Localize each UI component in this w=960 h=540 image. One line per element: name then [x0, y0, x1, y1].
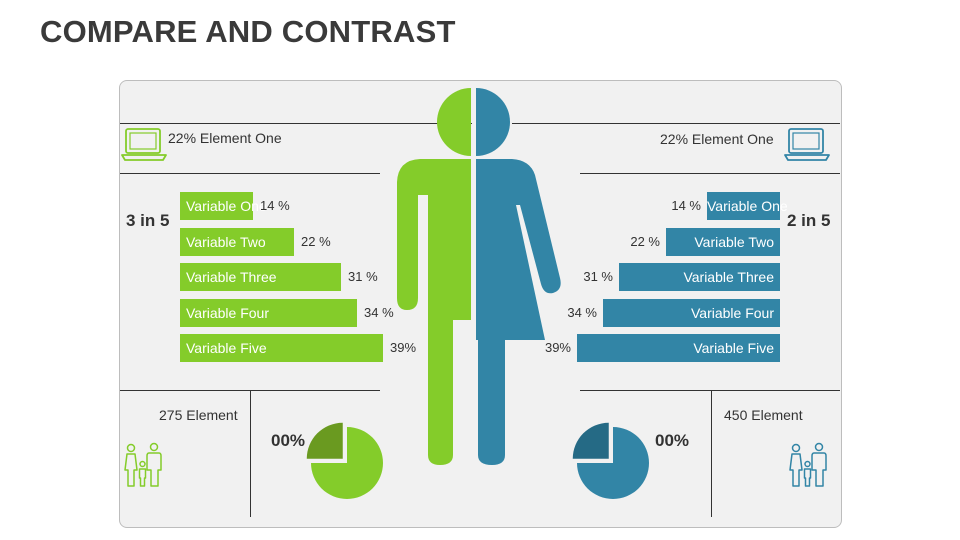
bar-value-label: 31 %	[583, 269, 613, 284]
bar-variable-four: Variable Four	[603, 299, 780, 327]
bar-variable-one: Variable One	[180, 192, 267, 220]
pie-slice	[306, 422, 343, 459]
divider	[512, 123, 840, 124]
family-icon	[789, 442, 827, 487]
pie-slice	[311, 427, 383, 499]
left-bottom-label: 275 Element	[159, 407, 238, 423]
bar-value-label: 34 %	[364, 305, 394, 320]
pie-slice	[577, 427, 649, 499]
bar-value-label: 14 %	[260, 198, 290, 213]
right-ratio: 2 in 5	[787, 211, 831, 230]
right-pie-value: 00%	[655, 431, 690, 450]
divider	[580, 173, 840, 174]
family-icon	[124, 442, 162, 487]
divider	[580, 390, 840, 391]
left-top-label: 22% Element One	[168, 130, 282, 146]
bar-variable-three: Variable Three	[180, 263, 341, 291]
divider	[120, 390, 380, 391]
divider	[120, 173, 380, 174]
bar-value-label: 22 %	[630, 234, 660, 249]
bar-value-label: 31 %	[348, 269, 378, 284]
bar-variable-three: Variable Three	[619, 263, 780, 291]
page-title: COMPARE AND CONTRAST	[40, 14, 456, 49]
left-ratio: 3 in 5	[126, 211, 170, 230]
laptop-icon	[784, 128, 830, 161]
bar-variable-two: Variable Two	[180, 228, 294, 256]
bar-variable-five: Variable Five	[577, 334, 780, 362]
bar-value-label: 39%	[544, 340, 571, 355]
divider	[250, 391, 251, 517]
bar-value-label: 14 %	[671, 198, 701, 213]
right-top-label: 22% Element One	[660, 131, 774, 147]
bar-value-label: 22 %	[301, 234, 331, 249]
bar-variable-one: Variable One	[707, 192, 788, 220]
laptop-icon	[121, 128, 167, 161]
pie-slice	[572, 422, 609, 459]
bar-variable-two: Variable Two	[666, 228, 780, 256]
male-female-figure-icon	[397, 88, 561, 465]
bar-value-label: 34 %	[567, 305, 597, 320]
divider	[711, 391, 712, 517]
divider	[120, 123, 472, 124]
right-bottom-label: 450 Element	[724, 407, 803, 423]
bar-value-label: 39%	[390, 340, 417, 355]
left-pie-value: 00%	[271, 431, 306, 450]
bar-variable-four: Variable Four	[180, 299, 357, 327]
bar-variable-five: Variable Five	[180, 334, 383, 362]
left-pie-chart	[306, 422, 383, 499]
right-pie-chart	[572, 422, 649, 499]
